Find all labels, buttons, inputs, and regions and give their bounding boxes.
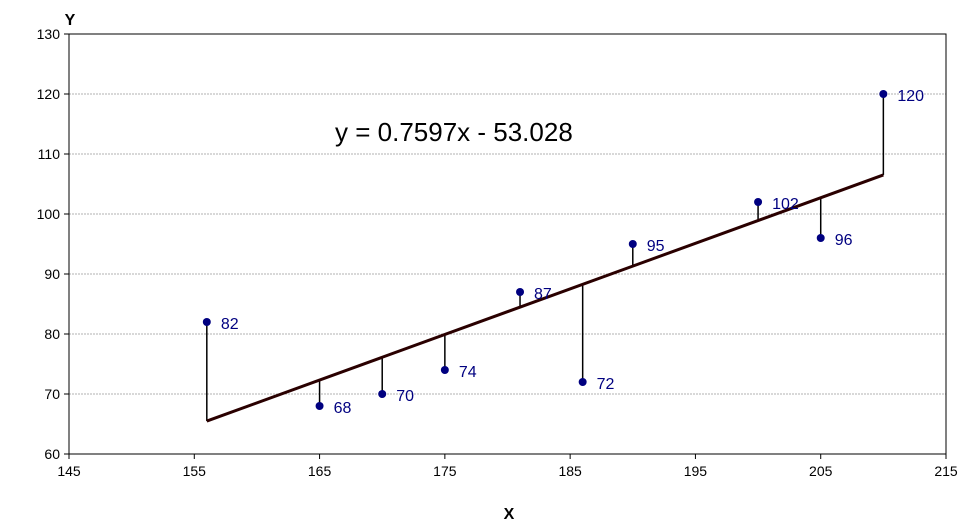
y-tick-label: 130 — [37, 26, 61, 42]
data-label: 74 — [459, 364, 477, 381]
data-point — [516, 288, 525, 296]
y-axis: 60 70 80 90 100 110 120 130 — [37, 26, 69, 462]
data-point — [578, 378, 587, 386]
x-tick-label: 195 — [684, 463, 708, 479]
data-point — [628, 240, 637, 248]
x-tick-label: 205 — [809, 463, 833, 479]
trendline — [206, 173, 884, 423]
x-tick-label: 215 — [934, 463, 958, 479]
x-tick-label: 165 — [308, 463, 332, 479]
y-tick-label: 120 — [37, 86, 61, 102]
y-tick-label: 70 — [44, 386, 60, 402]
data-label: 96 — [835, 232, 853, 249]
data-label: 82 — [221, 316, 239, 333]
plot-area-frame — [68, 33, 947, 455]
y-tick-label: 100 — [37, 206, 61, 222]
x-tick-label: 155 — [183, 463, 207, 479]
y-tick-label: 60 — [44, 446, 60, 462]
data-label: 95 — [647, 238, 665, 255]
x-axis-title: X — [504, 506, 515, 523]
y-axis-title: Y — [65, 12, 76, 29]
x-tick-label: 185 — [558, 463, 582, 479]
y-tick-label: 80 — [44, 326, 60, 342]
data-point — [202, 318, 211, 326]
data-points — [202, 90, 888, 410]
data-point — [879, 90, 888, 98]
y-tick-label: 110 — [38, 146, 61, 162]
data-label: 68 — [334, 400, 352, 417]
data-point — [378, 390, 387, 398]
grid-lines — [69, 93, 946, 395]
data-label: 102 — [772, 196, 799, 213]
data-label: 120 — [897, 88, 924, 105]
x-tick-label: 145 — [57, 463, 81, 479]
x-tick-label: 175 — [433, 463, 457, 479]
data-point — [754, 198, 763, 206]
data-labels: 82 68 70 74 87 72 95 102 96 120 — [221, 88, 924, 417]
data-point — [315, 402, 324, 410]
y-tick-label: 90 — [44, 266, 60, 282]
data-label: 72 — [597, 376, 615, 393]
data-point — [816, 234, 825, 242]
data-point — [440, 366, 449, 374]
x-axis: 145 155 165 175 185 195 205 215 — [57, 454, 958, 479]
data-label: 87 — [534, 286, 552, 303]
data-label: 70 — [396, 388, 414, 405]
trendline-equation: y = 0.7597x - 53.028 — [335, 117, 573, 147]
